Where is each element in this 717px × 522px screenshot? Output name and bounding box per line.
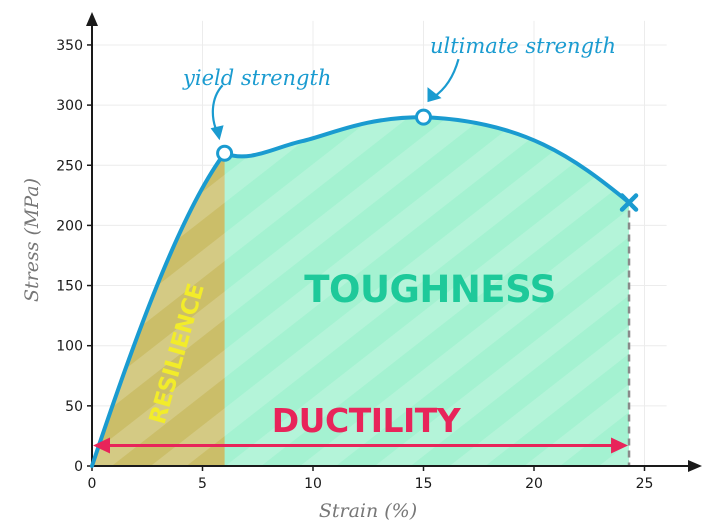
x-tick-label-0: 0 [88,476,97,492]
stress-strain-curve [90,115,632,468]
yield-arrowhead-icon [210,125,224,141]
x-tick-label-5: 5 [198,476,207,492]
fracture-x-stroke-b [619,193,639,212]
ultimate-point-marker [415,108,432,126]
ductility-label: DUCTILITY [272,401,462,440]
ultimate-arrow-icon [432,58,460,99]
yield-point-marker [216,144,234,162]
x-tick-label-15: 15 [415,476,433,492]
x-tick-label-25: 25 [636,476,654,492]
ductility-arrowhead-right-icon [611,437,629,454]
y-tick-label-350: 350 [56,38,83,54]
toughness-hatch [92,117,630,466]
fracture-x-icon [619,193,639,212]
y-tick-label-300: 300 [56,98,83,114]
y-tick-label-150: 150 [56,279,83,295]
y-tick-label-0: 0 [74,459,83,475]
x-tick-label-10: 10 [304,476,322,492]
y-axis-arrow-icon [86,12,98,26]
x-axis-arrow-icon [688,460,702,472]
resilience-hatch [92,153,225,466]
y-axis-title: Stress (MPa) [21,178,43,302]
y-tick-label-200: 200 [56,218,83,234]
y-tick-label-250: 250 [56,158,83,174]
y-tick-label-100: 100 [56,339,83,355]
x-tick-label-20: 20 [525,476,543,492]
ultimate-arrowhead-icon [427,87,442,103]
yield-strength-label: yield strength [182,66,331,90]
ductility-arrowhead-left-icon [93,437,110,454]
x-axis-title: Strain (%) [319,500,417,522]
toughness-label: TOUGHNESS [304,268,555,311]
axes [86,12,702,472]
ultimate-strength-label: ultimate strength [430,34,616,58]
y-tick-label-50: 50 [65,399,83,415]
